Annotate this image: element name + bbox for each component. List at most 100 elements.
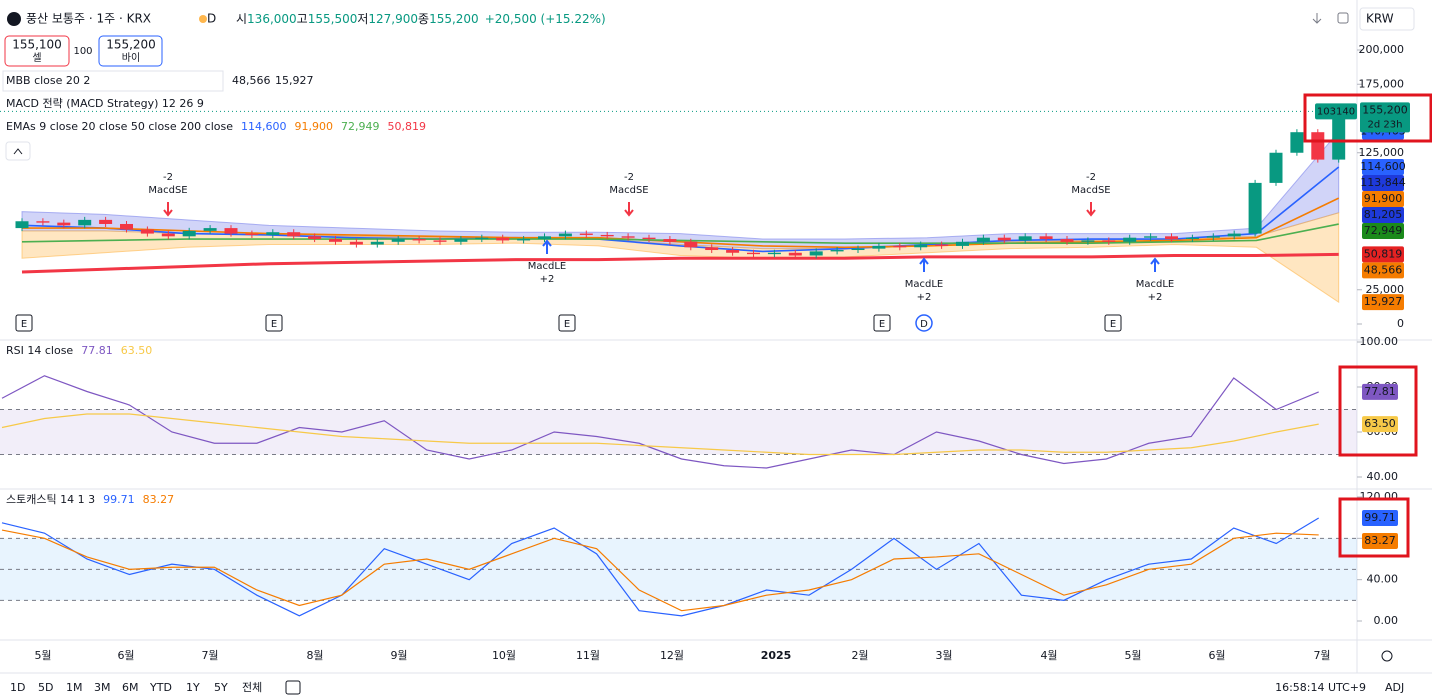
range-button[interactable]: 5Y xyxy=(214,681,228,694)
candle xyxy=(767,252,781,255)
ema-line xyxy=(21,223,1339,244)
candle xyxy=(1165,236,1178,240)
y-tick-label: 200,000 xyxy=(1359,43,1405,56)
ohlc: 시136,000고155,500저127,900종155,200 +20,500 … xyxy=(236,12,606,26)
earnings-marker[interactable] xyxy=(1104,314,1122,332)
ohlc-value: 155,500 xyxy=(308,12,358,26)
clock: 16:58:14 UTC+9 xyxy=(1275,681,1366,694)
icon-download[interactable] xyxy=(1312,13,1322,24)
value-tag xyxy=(1362,509,1398,526)
range-button[interactable]: 6M xyxy=(122,681,139,694)
x-tick-label: 3월 xyxy=(935,649,952,662)
range-button[interactable]: 전체 xyxy=(242,681,262,694)
candle xyxy=(976,237,990,242)
ohlc-value: 155,200 xyxy=(429,12,479,26)
highlight-box xyxy=(1338,365,1418,457)
price-tag xyxy=(1362,246,1404,263)
price-tag-label: 72,949 xyxy=(1364,224,1403,237)
y-tick-label: 120.00 xyxy=(1360,490,1399,503)
last-price-tag xyxy=(1360,102,1410,133)
y-tick-label: 40.00 xyxy=(1367,573,1399,586)
candle xyxy=(36,221,50,223)
candle xyxy=(120,223,133,230)
sell-button[interactable] xyxy=(4,35,70,67)
y-tick-label: 25,000 xyxy=(1366,283,1405,296)
earnings-marker[interactable] xyxy=(873,314,891,332)
candle xyxy=(1290,132,1304,153)
icon-refresh[interactable] xyxy=(1337,12,1349,24)
candle xyxy=(412,239,426,241)
candle xyxy=(15,221,29,229)
range-button[interactable]: 1M xyxy=(66,681,83,694)
macd-legend: MACD 전략 (MACD Strategy) 12 26 9 xyxy=(6,97,204,110)
buy-button[interactable] xyxy=(98,35,163,67)
indicator-value: 99.71 xyxy=(103,493,135,506)
y-tick-label: 0.00 xyxy=(1374,614,1399,627)
x-tick-label: 6월 xyxy=(1208,649,1225,662)
ema-line xyxy=(22,197,1340,249)
signal-label: MacdLE xyxy=(528,261,567,272)
range-button[interactable]: YTD xyxy=(149,681,172,694)
collapse-button[interactable] xyxy=(5,141,31,161)
value-tag xyxy=(1362,416,1398,433)
indicator-line xyxy=(1,517,1320,617)
collapse-icon xyxy=(13,148,23,155)
indicator-title: 스토캐스틱 14 1 3 xyxy=(6,493,95,506)
date-range-icon[interactable] xyxy=(285,680,301,695)
candle xyxy=(140,229,154,234)
range-button[interactable]: 3M xyxy=(94,681,111,694)
candle xyxy=(1144,236,1158,238)
indicator-line xyxy=(1,529,1319,612)
candle xyxy=(329,239,342,242)
event-label: E xyxy=(564,319,570,330)
buy-label: 바이 xyxy=(122,52,140,64)
dividend-marker[interactable] xyxy=(915,314,933,332)
candle xyxy=(78,219,92,226)
indicator-value: 63.50 xyxy=(121,344,153,357)
sell-price: 155,100 xyxy=(12,38,62,52)
y-tick-label: 40.00 xyxy=(1367,470,1399,483)
candle xyxy=(788,252,802,256)
candle xyxy=(287,232,301,237)
currency-select[interactable] xyxy=(1359,7,1415,31)
range-button[interactable]: 1D xyxy=(10,681,25,694)
adj-button[interactable]: ADJ xyxy=(1385,681,1404,694)
event-label: D xyxy=(920,319,928,330)
event-label: E xyxy=(271,319,277,330)
candle xyxy=(182,230,196,237)
candle xyxy=(433,240,447,242)
candle xyxy=(726,250,740,253)
earnings-marker[interactable] xyxy=(558,314,576,332)
settings-icon[interactable] xyxy=(1381,650,1393,662)
event-label: E xyxy=(21,319,27,330)
range-button[interactable]: 5D xyxy=(38,681,53,694)
earnings-marker[interactable] xyxy=(15,314,33,332)
symbol: 풍산 보통주 · 1주 · KRX xyxy=(26,12,151,26)
ema-legend-label: EMAs 9 close 20 close 50 close 200 close xyxy=(6,120,233,133)
candle xyxy=(370,241,384,245)
highlight-box xyxy=(1303,93,1432,143)
x-tick-label: 8월 xyxy=(306,649,323,662)
price-tag xyxy=(1362,262,1404,279)
earnings-marker[interactable] xyxy=(265,314,283,332)
ohlc-value: 127,900 xyxy=(368,12,418,26)
candle xyxy=(266,232,280,235)
signal-arrow xyxy=(1086,202,1096,217)
countdown-label: 2d 23h xyxy=(1368,119,1403,130)
candle xyxy=(558,233,572,237)
range-button[interactable]: 1Y xyxy=(186,681,200,694)
legend-bg xyxy=(2,70,224,92)
ema-line xyxy=(21,166,1340,253)
ohlc-change: +20,500 (+15.22%) xyxy=(485,12,606,26)
candle xyxy=(1018,236,1032,241)
price-tag xyxy=(1362,158,1404,175)
candle xyxy=(308,236,322,240)
toolbar-icons xyxy=(1312,7,1415,31)
candle xyxy=(579,233,593,235)
ohlc-key: 고 xyxy=(297,12,308,26)
x-tick-label: 10월 xyxy=(492,649,516,662)
candle xyxy=(600,234,614,237)
mbb-value: 15,927 xyxy=(275,74,314,87)
x-tick-label: 4월 xyxy=(1040,649,1057,662)
